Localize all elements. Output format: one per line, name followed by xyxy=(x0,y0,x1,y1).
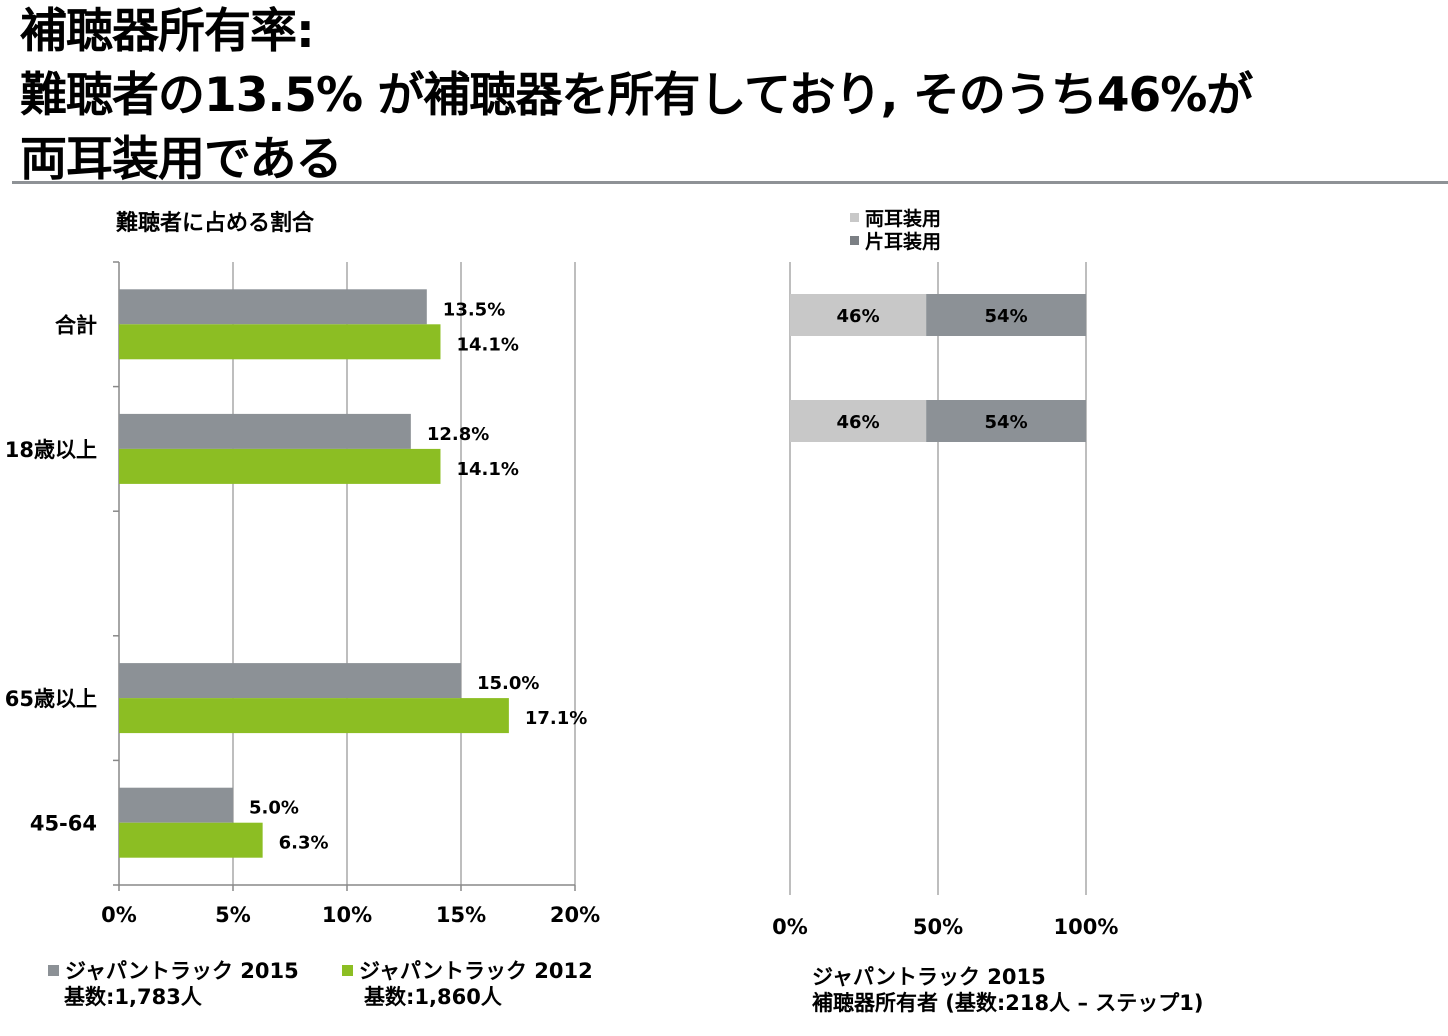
right-chart-note: ジャパントラック 2015 補聴器所有者 (基数:218人 – ステップ1) xyxy=(812,964,1203,1016)
left-legend-item-2015: ジャパントラック 2015 基数:1,783人 xyxy=(48,958,299,1010)
bar xyxy=(119,822,263,858)
legend-label-2012: ジャパントラック 2012 xyxy=(359,959,593,983)
legend-label-both: 両耳装用 xyxy=(865,208,942,230)
bar-value-label: 17.1% xyxy=(525,708,587,729)
legend-swatch-both xyxy=(850,213,859,222)
legend-label-2015: ジャパントラック 2015 xyxy=(65,959,299,983)
left-chart-title: 難聴者に占める割合 xyxy=(116,210,315,236)
bar-value-label: 6.3% xyxy=(279,833,329,854)
bar-value-label: 14.1% xyxy=(456,334,518,355)
bar-value-label: 5.0% xyxy=(249,798,299,819)
right-note-line-2: 補聴器所有者 (基数:218人 – ステップ1) xyxy=(812,991,1204,1015)
legend-base-2012: 基数:1,860人 xyxy=(364,985,502,1009)
legend-swatch-2015 xyxy=(48,964,59,976)
legend-label-one: 片耳装用 xyxy=(865,231,942,253)
bar xyxy=(119,324,441,360)
category-label: 18歳以上 xyxy=(5,438,97,462)
bar xyxy=(119,413,411,449)
segment-value-label: 46% xyxy=(837,412,880,433)
stacked-bar-segment xyxy=(790,400,927,442)
legend-swatch-one xyxy=(850,236,859,245)
stacked-bar-segment xyxy=(926,400,1086,442)
segment-value-label: 46% xyxy=(837,306,880,327)
headline-line-1: 補聴器所有率: xyxy=(20,4,315,59)
x-tick-label: 100% xyxy=(1054,915,1119,939)
x-tick-label: 0% xyxy=(101,903,137,927)
left-legend-item-2012: ジャパントラック 2012 基数:1,860人 xyxy=(342,958,593,1010)
bar-value-label: 15.0% xyxy=(477,673,539,694)
legend-base-2015: 基数:1,783人 xyxy=(64,985,202,1009)
bar-value-label: 13.5% xyxy=(443,299,505,320)
segment-value-label: 54% xyxy=(985,412,1028,433)
bar xyxy=(119,289,427,325)
headline: 補聴器所有率: 難聴者の13.5% が補聴器を所有しており, そのうち46%が … xyxy=(20,0,1440,192)
category-label: 合計 xyxy=(55,313,97,337)
category-label: 65歳以上 xyxy=(5,687,97,711)
right-chart: 0% 50% 100% 46% 54% 46% 54% xyxy=(772,262,1118,939)
bar-value-label: 12.8% xyxy=(427,424,489,445)
headline-line-2: 難聴者の13.5% が補聴器を所有しており, そのうち46%が xyxy=(20,68,1253,123)
x-tick-label: 5% xyxy=(215,903,251,927)
legend-swatch-2012 xyxy=(342,964,353,976)
right-note-line-1: ジャパントラック 2015 xyxy=(812,965,1046,989)
x-tick-label: 50% xyxy=(913,915,963,939)
bar xyxy=(119,698,509,734)
title-divider xyxy=(12,181,1448,184)
headline-line-3: 両耳装用である xyxy=(20,132,343,187)
bar xyxy=(119,448,441,484)
bar xyxy=(119,787,233,823)
x-tick-label: 20% xyxy=(550,903,600,927)
x-tick-label: 0% xyxy=(772,915,808,939)
segment-value-label: 54% xyxy=(985,306,1028,327)
stacked-bar-segment xyxy=(926,294,1086,336)
stacked-bar-segment xyxy=(790,294,927,336)
x-tick-label: 10% xyxy=(322,903,372,927)
right-legend-item-one: 片耳装用 xyxy=(850,231,941,254)
right-legend-item-both: 両耳装用 xyxy=(850,208,941,231)
x-tick-label: 15% xyxy=(436,903,486,927)
category-label: 45-64 xyxy=(30,812,97,836)
left-chart: 0% 5% 10% 15% 20% 合計 13.5% 14.1% 18歳以上 12.8% 14.1%… xyxy=(5,261,600,927)
bar-value-label: 14.1% xyxy=(456,459,518,480)
right-legend: 両耳装用 片耳装用 xyxy=(850,208,941,254)
bar xyxy=(119,663,461,699)
